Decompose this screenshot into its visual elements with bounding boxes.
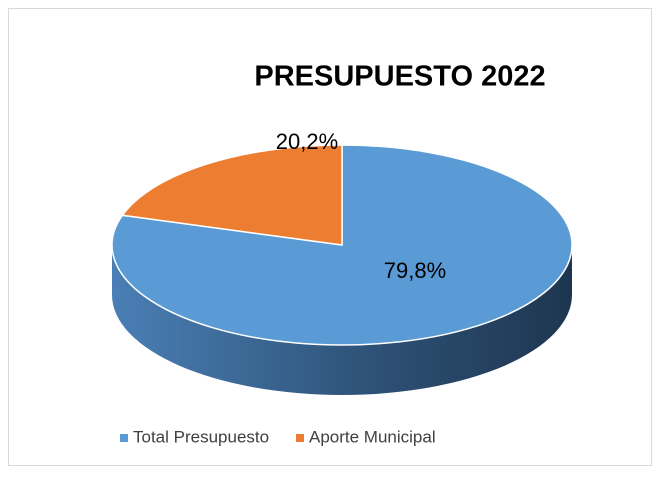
chart-title: PRESUPUESTO 2022 bbox=[254, 61, 545, 93]
legend-label: Total Presupuesto bbox=[133, 427, 269, 446]
pie-slice bbox=[121, 144, 343, 246]
data-label: 79,8% bbox=[384, 258, 446, 283]
pie: 79,8% 20,2% bbox=[111, 129, 573, 395]
data-label: 20,2% bbox=[276, 129, 338, 154]
legend-swatch bbox=[296, 434, 304, 442]
legend: Total Presupuesto Aporte Municipal bbox=[120, 427, 436, 446]
pie-side bbox=[112, 245, 572, 395]
legend-label: Aporte Municipal bbox=[309, 427, 436, 446]
legend-swatch bbox=[120, 434, 128, 442]
